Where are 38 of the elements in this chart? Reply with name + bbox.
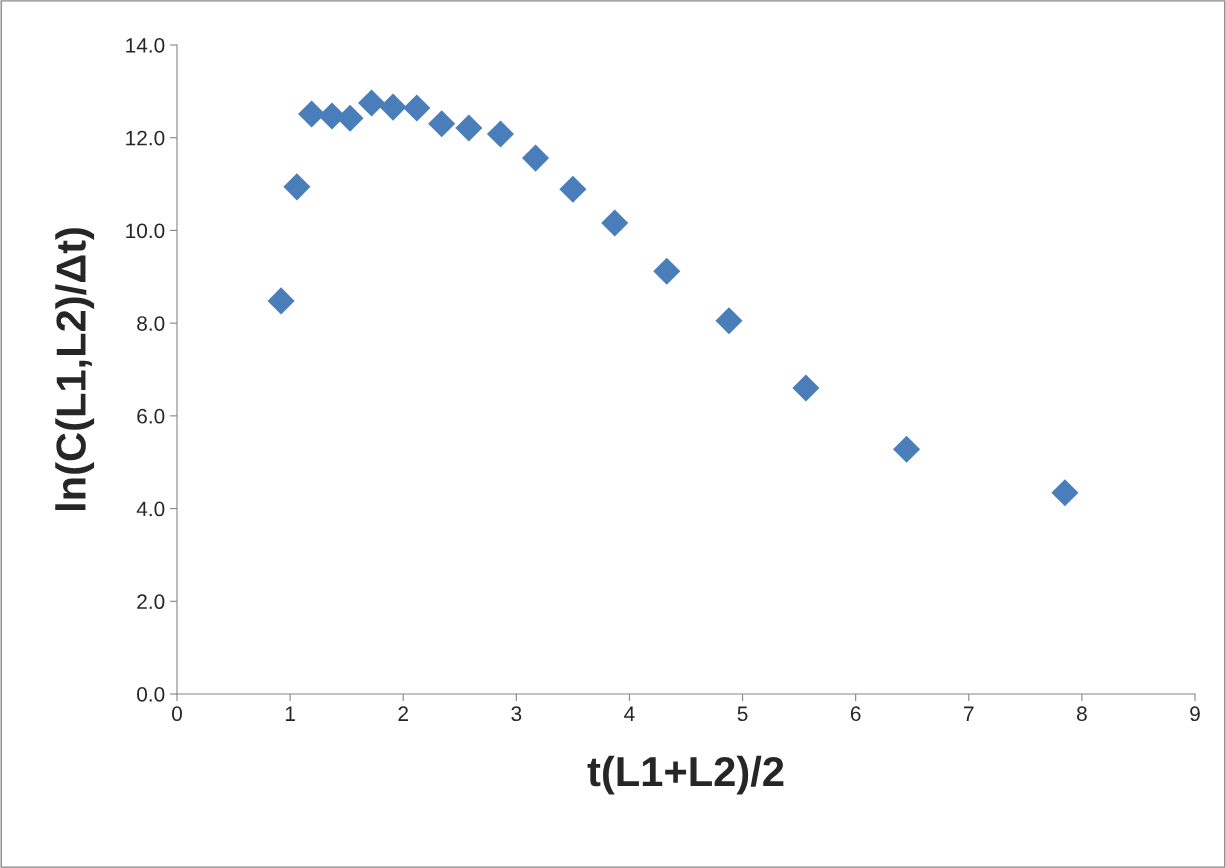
x-tick-label: 8 bbox=[1077, 706, 1087, 722]
y-tick-label: 12.0 bbox=[126, 130, 165, 146]
point bbox=[267, 287, 295, 315]
x-tick-label: 9 bbox=[1190, 706, 1200, 722]
point bbox=[379, 93, 407, 121]
y-axis-title: ln(C(L1,L2)/Δt) bbox=[55, 228, 95, 510]
x-tick-label: 4 bbox=[624, 706, 635, 721]
point bbox=[455, 114, 483, 142]
point bbox=[336, 104, 364, 132]
point bbox=[298, 100, 326, 128]
point bbox=[522, 144, 550, 172]
point bbox=[358, 89, 386, 117]
point bbox=[559, 175, 587, 203]
x-tick-label: 3 bbox=[511, 706, 522, 722]
x-tick-label: 5 bbox=[737, 706, 748, 722]
y-tick-label: 8.0 bbox=[137, 316, 165, 331]
point bbox=[653, 257, 681, 285]
point bbox=[428, 110, 456, 138]
point bbox=[715, 307, 743, 335]
y-tick-label: 10.0 bbox=[126, 223, 165, 239]
point bbox=[486, 120, 515, 148]
point bbox=[403, 94, 431, 122]
x-tick-label: 6 bbox=[850, 706, 861, 722]
x-tick-label: 2 bbox=[398, 706, 408, 721]
point bbox=[1051, 479, 1079, 507]
point bbox=[792, 374, 820, 402]
y-tick-label: 0.0 bbox=[137, 687, 165, 702]
y-tick-label: 2.0 bbox=[137, 594, 165, 610]
point bbox=[283, 173, 311, 201]
x-tick-label: 7 bbox=[964, 706, 974, 721]
x-axis-title: t(L1+L2)/2 bbox=[587, 755, 784, 795]
y-tick-label: 4.0 bbox=[136, 501, 165, 517]
x-tick-label: 1 bbox=[285, 706, 295, 721]
x-tick-label: 0 bbox=[172, 706, 182, 722]
point bbox=[601, 209, 629, 237]
y-tick-label: 14.0 bbox=[126, 38, 165, 53]
y-tick-label: 6.0 bbox=[137, 408, 165, 424]
point bbox=[893, 435, 921, 463]
